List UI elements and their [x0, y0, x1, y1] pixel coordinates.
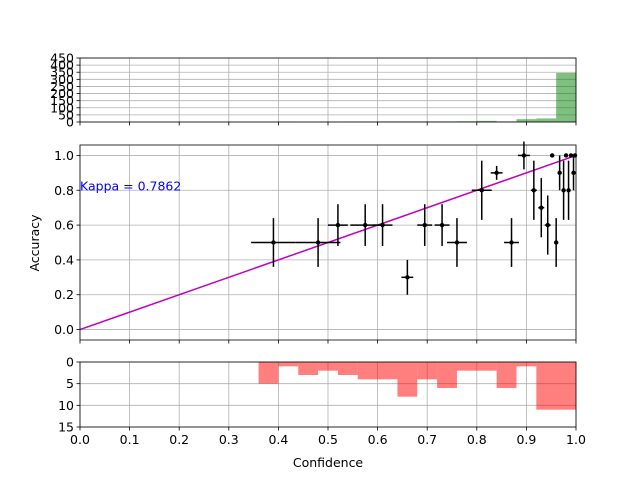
data-point: [568, 153, 574, 158]
data-point: [315, 240, 321, 245]
y-tick-label: 5: [66, 376, 74, 391]
x-tick-label: 0.1: [120, 432, 140, 447]
data-point: [335, 222, 341, 228]
error-histogram-bar: [298, 362, 319, 375]
y-tick-label: 0.8: [54, 183, 74, 198]
x-tick-label: 0.5: [318, 432, 338, 447]
data-point: [439, 222, 445, 228]
x-tick-label: 1.0: [566, 432, 586, 447]
y-tick-label: 0: [66, 355, 74, 370]
y-tick-label: 15: [58, 420, 74, 435]
data-point: [363, 222, 368, 228]
data-point: [563, 153, 569, 158]
error-histogram-bar: [476, 362, 497, 371]
data-point: [509, 240, 514, 245]
error-histogram-bar: [536, 362, 576, 410]
data-point: [454, 240, 460, 245]
data-point: [545, 222, 550, 228]
x-tick-label: 0.7: [417, 432, 437, 447]
error-histogram-bar: [397, 362, 418, 397]
confidence-histogram-bar: [476, 120, 497, 122]
y-tick-label: 1.0: [54, 148, 74, 163]
y-tick-label: 50: [58, 107, 74, 122]
y-axis-label: Accuracy: [27, 214, 42, 272]
x-tick-label: 0.3: [219, 432, 239, 447]
y-tick-label: 400: [50, 58, 74, 73]
error-histogram-bar: [456, 362, 477, 371]
data-point: [566, 188, 571, 193]
error-histogram-bar: [318, 362, 338, 371]
confidence-histogram-bar: [536, 118, 557, 122]
error-histogram-bar: [496, 362, 517, 388]
axes-frame: [79, 361, 577, 428]
data-point: [557, 170, 562, 176]
y-tick-label: 350: [50, 65, 74, 80]
y-tick-label: 10: [58, 398, 74, 413]
y-tick-label: 100: [50, 100, 74, 115]
data-point: [521, 153, 527, 158]
data-point: [572, 153, 578, 158]
data-point: [539, 205, 544, 210]
x-tick-label: 0.0: [70, 432, 90, 447]
data-point: [405, 275, 410, 280]
kappa-annotation: Kappa = 0.7862: [80, 179, 181, 194]
y-tick-label: 150: [50, 93, 74, 108]
data-point: [494, 170, 499, 176]
x-tick-label: 0.6: [368, 432, 388, 447]
y-tick-label: 450: [50, 51, 74, 66]
y-tick-label: 0.4: [54, 252, 74, 267]
error-histogram-bar: [357, 362, 378, 380]
reliability-panel: 0.0 0.2 0.4 0.6 0.8 1.0: [54, 141, 578, 344]
y-tick-label: 0.2: [54, 287, 74, 302]
confidence-histogram-bar: [516, 119, 537, 122]
data-point: [271, 240, 276, 245]
x-tick-label: 0.8: [467, 432, 487, 447]
axes-frame: [79, 57, 577, 123]
data-point: [549, 153, 555, 158]
data-point: [422, 222, 427, 228]
data-point: [571, 170, 576, 176]
x-tick-label: 0.2: [169, 432, 189, 447]
y-tick-label: 0.6: [54, 218, 74, 233]
axes-frame: [79, 144, 577, 341]
x-tick-label: 0.4: [268, 432, 288, 447]
data-point: [479, 188, 484, 193]
data-point: [553, 240, 559, 245]
bottom-histogram-panel: 0 5 10 150.0 0.1 0.2 0.3 0.4 0.5 0.6 0.7 0.8 0.9 1.0: [58, 355, 586, 448]
error-histogram-bar: [278, 362, 299, 367]
error-histogram-bar: [377, 362, 398, 380]
confidence-histogram-bar: [556, 72, 576, 122]
y-tick-label: 250: [50, 79, 74, 94]
data-point: [380, 222, 385, 228]
x-tick-label: 0.9: [516, 432, 536, 447]
data-point: [561, 188, 566, 193]
data-point: [531, 188, 537, 193]
y-tick-label: 200: [50, 86, 74, 101]
error-histogram-bar: [417, 362, 438, 380]
y-tick-label: 0: [66, 115, 74, 130]
error-histogram-bar: [516, 362, 537, 367]
y-tick-label: 0.0: [54, 322, 74, 337]
y-tick-label: 300: [50, 72, 74, 87]
x-axis-label: Confidence: [293, 455, 364, 470]
error-histogram-bar: [437, 362, 457, 388]
error-histogram-bar: [337, 362, 358, 375]
error-histogram-bar: [258, 362, 279, 384]
